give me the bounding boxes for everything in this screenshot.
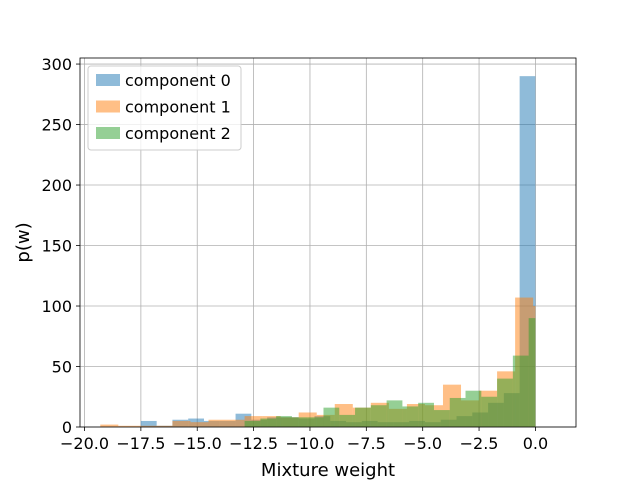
bar-series-2-bin-17	[512, 355, 529, 427]
y-tick-label-2: 100	[41, 297, 72, 316]
bar-series-0-bin-0	[140, 420, 157, 427]
bar-series-1-bin-2	[136, 425, 155, 427]
x-tick-label-5: −7.5	[347, 434, 386, 453]
bar-series-2-bin-2	[276, 416, 292, 427]
bar-series-1-bin-6	[208, 419, 227, 427]
x-tick-label-6: −5.0	[403, 434, 442, 453]
legend-label-1: component 1	[125, 98, 231, 117]
bar-series-2-bin-5	[323, 407, 340, 427]
ticks-layer: −20.0 −17.5 −15.0 −12.5 −10.0 −7.5 −5.0 −2.5 0.0…	[41, 55, 548, 453]
x-tick-label-7: −2.5	[460, 434, 499, 453]
bar-series-2-bin-4	[307, 417, 324, 427]
bar-series-2-bin-14	[465, 390, 482, 427]
y-tick-label-4: 200	[41, 176, 72, 195]
bar-series-2-bin-8	[370, 405, 387, 427]
bars-layer	[100, 76, 536, 428]
y-tick-label-1: 50	[52, 358, 72, 377]
y-tick-label-6: 300	[41, 55, 72, 74]
x-axis-title: Mixture weight	[261, 460, 395, 480]
legend-swatch-0	[96, 74, 120, 86]
plot-frame	[79, 57, 577, 428]
bar-series-2-bin-1	[260, 418, 277, 427]
bar-series-2-bin-15	[481, 396, 498, 427]
x-tick-label-4: −10.0	[285, 434, 334, 453]
y-tick-label-3: 150	[41, 237, 72, 256]
bar-series-2-bin-11	[418, 402, 434, 427]
legend-box	[87, 65, 242, 151]
bar-series-2-bin-7	[355, 407, 371, 427]
bar-series-2-bin-9	[386, 400, 403, 427]
x-tick-label-8: 0.0	[523, 434, 548, 453]
legend-label-2: component 2	[125, 124, 231, 143]
x-tick-label-1: −17.5	[116, 434, 165, 453]
y-tick-label-5: 250	[41, 116, 72, 135]
bar-series-2-bin-3	[291, 417, 308, 427]
bar-series-2-bin-0	[244, 420, 261, 427]
legend: component 0 component 1 component 2	[87, 65, 242, 151]
bar-series-1-bin-1	[118, 425, 137, 427]
grid-layer	[80, 58, 576, 428]
bar-series-2-bin-6	[339, 414, 356, 427]
legend-swatch-2	[96, 127, 120, 139]
bar-series-2-bin-16	[497, 378, 513, 427]
bar-series-2-bin-18	[528, 318, 536, 427]
legend-swatch-1	[96, 100, 120, 113]
bar-series-1-bin-4	[172, 420, 191, 427]
x-tick-label-0: −20.0	[60, 434, 109, 453]
bar-series-1-bin-5	[190, 422, 209, 427]
bar-series-1-bin-0	[100, 424, 119, 427]
y-axis-title: p(w)	[13, 222, 34, 262]
x-tick-label-3: −12.5	[229, 434, 278, 453]
bar-series-1-bin-7	[226, 419, 245, 427]
bar-series-2-bin-13	[449, 397, 466, 427]
bar-series-1-bin-3	[154, 425, 173, 427]
bar-series-2-bin-10	[402, 406, 419, 427]
legend-label-0: component 0	[125, 71, 231, 90]
y-tick-label-0: 0	[62, 418, 72, 437]
x-tick-label-2: −15.0	[173, 434, 222, 453]
bar-series-2-bin-12	[433, 410, 450, 427]
